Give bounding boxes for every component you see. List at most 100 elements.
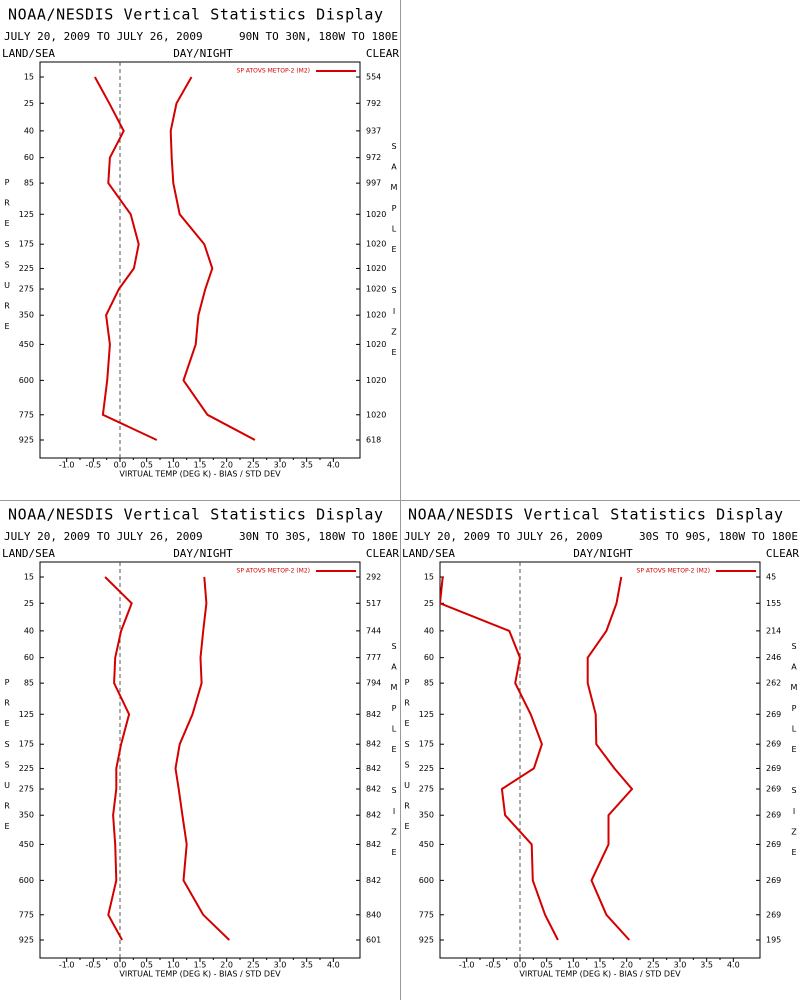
x-tick-label: -1.0 — [459, 961, 475, 970]
sample-size-label: 842 — [366, 764, 381, 773]
x-tick-label: 2.5 — [247, 961, 260, 970]
std-dev-line — [586, 576, 634, 941]
sample-size-label: 744 — [366, 626, 381, 635]
sample-size-label: 842 — [366, 811, 381, 820]
x-tick-label: 1.0 — [567, 961, 580, 970]
y-tick-label: 925 — [19, 436, 34, 445]
x-tick-label: 2.0 — [220, 961, 233, 970]
bias-line — [94, 76, 158, 441]
y-tick-label: 600 — [419, 876, 434, 885]
sample-size-label: 269 — [766, 910, 781, 919]
y-tick-label: 600 — [19, 876, 34, 885]
x-axis-label: VIRTUAL TEMP (DEG K) - BIAS / STD DEV — [119, 470, 281, 479]
sample-size-label: 1020 — [366, 264, 386, 273]
y-tick-label: 275 — [19, 784, 34, 793]
y-tick-label: 125 — [19, 210, 34, 219]
y-tick-label: 175 — [419, 740, 434, 749]
std-dev-line — [169, 76, 256, 441]
sample-size-label: 1020 — [366, 376, 386, 385]
region: 90N TO 30N, 180W TO 180E — [239, 30, 398, 43]
sample-size-label: 1020 — [366, 410, 386, 419]
y-tick-label: 925 — [419, 936, 434, 945]
x-tick-label: 1.0 — [167, 461, 180, 470]
x-tick-label: -0.5 — [86, 461, 102, 470]
legend-label: SP ATOVS METOP-2 (M2) — [237, 568, 310, 575]
x-tick-label: 4.0 — [327, 961, 340, 970]
title: NOAA/NESDIS Vertical Statistics Display — [8, 6, 384, 24]
sample-size-label: 269 — [766, 840, 781, 849]
x-tick-label: 0.0 — [514, 961, 527, 970]
panel: NOAA/NESDIS Vertical Statistics Display J… — [2, 506, 399, 979]
sample-size-label: 262 — [766, 679, 781, 688]
legend-label: SP ATOVS METOP-2 (M2) — [637, 568, 710, 575]
sample-size-label: 794 — [366, 679, 381, 688]
y-tick-label: 125 — [419, 710, 434, 719]
sample-size-label: 246 — [766, 653, 781, 662]
sample-size-label: 842 — [366, 710, 381, 719]
x-tick-label: -1.0 — [59, 461, 75, 470]
sample-size-label: 792 — [366, 99, 381, 108]
x-tick-label: 0.5 — [140, 961, 153, 970]
y-tick-label: 450 — [19, 340, 34, 349]
sample-size-label: 1020 — [366, 340, 386, 349]
y-tick-label: 25 — [424, 599, 434, 608]
legend-label: SP ATOVS METOP-2 (M2) — [237, 68, 310, 75]
bias-line — [104, 576, 133, 941]
y-tick-label: 15 — [424, 573, 434, 582]
sample-size-label: 1020 — [366, 311, 386, 320]
sample-size-label: 269 — [766, 876, 781, 885]
x-axis-label: VIRTUAL TEMP (DEG K) - BIAS / STD DEV — [119, 970, 281, 979]
sample-size-label: 842 — [366, 876, 381, 885]
y-tick-label: 25 — [24, 599, 34, 608]
sample-size-label: 195 — [766, 936, 781, 945]
x-tick-label: 3.5 — [300, 961, 313, 970]
x-tick-label: 2.5 — [647, 961, 660, 970]
y-tick-label: 60 — [24, 153, 34, 162]
sample-size-label: 517 — [366, 599, 381, 608]
sample-size-label: 269 — [766, 811, 781, 820]
land-sea-label: LAND/SEA — [2, 547, 55, 560]
y-tick-label: 85 — [24, 179, 34, 188]
x-tick-label: 1.5 — [194, 461, 207, 470]
sample-size-label: 997 — [366, 179, 381, 188]
y-tick-label: 25 — [24, 99, 34, 108]
panel: NOAA/NESDIS Vertical Statistics Display J… — [2, 6, 399, 479]
subtitle: JULY 20, 2009 TO JULY 26, 2009 — [4, 530, 203, 543]
y-tick-label: 775 — [419, 910, 434, 919]
y-tick-label: 275 — [19, 284, 34, 293]
region: 30N TO 30S, 180W TO 180E — [239, 530, 398, 543]
x-tick-label: 4.0 — [727, 961, 740, 970]
y-tick-label: 15 — [24, 73, 34, 82]
y-tick-label: 15 — [24, 573, 34, 582]
sample-size-label: 1020 — [366, 284, 386, 293]
title: NOAA/NESDIS Vertical Statistics Display — [8, 506, 384, 524]
x-tick-label: 3.5 — [300, 461, 313, 470]
subtitle: JULY 20, 2009 TO JULY 26, 2009 — [404, 530, 603, 543]
x-tick-label: 3.0 — [274, 461, 287, 470]
sample-size-label: 269 — [766, 784, 781, 793]
x-tick-label: 1.5 — [194, 961, 207, 970]
sample-size-label: 214 — [766, 626, 781, 635]
y-tick-label: 450 — [19, 840, 34, 849]
day-night-label: DAY/NIGHT — [573, 547, 633, 560]
bias-line — [440, 576, 559, 941]
x-tick-label: 1.0 — [167, 961, 180, 970]
x-tick-label: 2.5 — [247, 461, 260, 470]
sample-size-label: 269 — [766, 710, 781, 719]
day-night-label: DAY/NIGHT — [173, 47, 233, 60]
x-tick-label: 2.0 — [220, 461, 233, 470]
sample-size-label: 840 — [366, 910, 381, 919]
x-tick-label: 1.5 — [594, 961, 607, 970]
y-tick-label: 450 — [419, 840, 434, 849]
sample-size-label: 601 — [366, 936, 381, 945]
x-tick-label: -0.5 — [86, 961, 102, 970]
sample-size-label: 842 — [366, 740, 381, 749]
sample-size-label: 292 — [366, 573, 381, 582]
sample-size-label: 937 — [366, 126, 381, 135]
